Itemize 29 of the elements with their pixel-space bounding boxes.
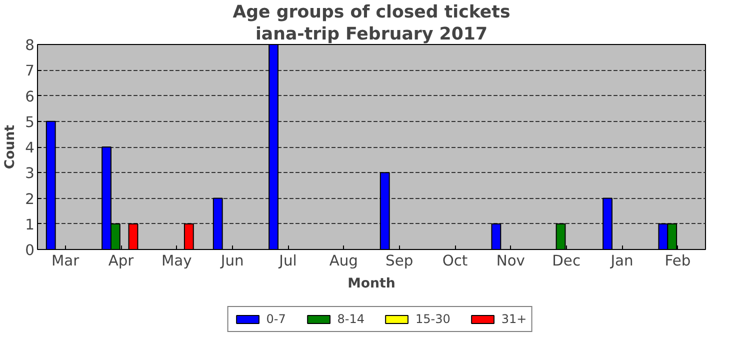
y-tick-label: 6 xyxy=(25,88,35,106)
chart-title: Age groups of closed tickets xyxy=(232,2,510,22)
x-tick-label: Apr xyxy=(108,252,135,270)
x-tick-label: Nov xyxy=(496,252,526,270)
y-tick-label: 5 xyxy=(25,114,35,131)
x-tick-label: Mar xyxy=(52,252,80,270)
legend-label: 15-30 xyxy=(416,312,450,326)
x-tick-label: Aug xyxy=(329,252,358,270)
y-tick-label: 1 xyxy=(25,216,35,234)
legend-label: 0-7 xyxy=(266,312,286,326)
legend-label: 31+ xyxy=(501,312,527,326)
x-axis-title: Month xyxy=(348,276,396,292)
x-tick-label: Jan xyxy=(610,252,634,270)
y-tick-label: 8 xyxy=(25,37,35,54)
y-axis-title: Count xyxy=(3,124,18,170)
x-tick-label: Oct xyxy=(442,252,468,270)
chart-subtitle: iana-trip February 2017 xyxy=(255,24,488,44)
y-tick-label: 7 xyxy=(25,62,35,80)
y-tick-label: 4 xyxy=(25,140,35,156)
x-tick-label: Dec xyxy=(552,252,581,270)
x-tick-label: Sep xyxy=(386,252,414,270)
y-tick-label: 2 xyxy=(25,190,35,208)
legend-label: 8-14 xyxy=(337,312,365,326)
y-tick-label: 3 xyxy=(25,165,35,182)
x-tick-label: Jul xyxy=(278,252,297,270)
x-tick-label: May xyxy=(162,252,192,270)
y-tick-label: 0 xyxy=(25,242,35,259)
x-tick-label: Feb xyxy=(664,252,691,270)
x-tick-label: Jun xyxy=(220,252,244,270)
